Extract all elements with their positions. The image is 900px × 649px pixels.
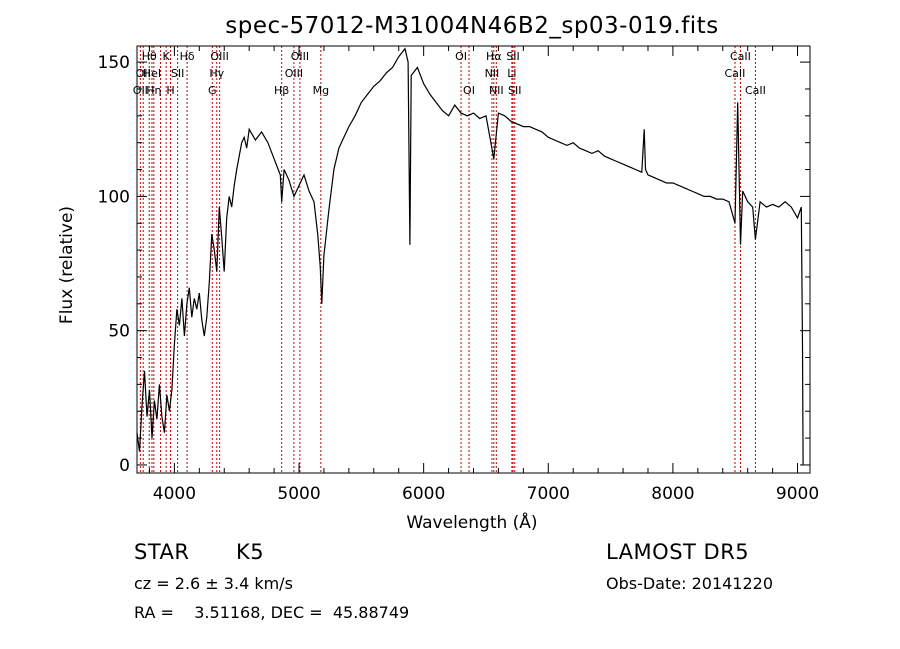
spectral-line-label: Hθ: [142, 50, 157, 63]
survey-name: LAMOST DR5: [606, 540, 750, 564]
x-tick-label: 8000: [651, 484, 694, 504]
spectral-line-label: SII: [506, 50, 519, 63]
x-axis-label: Wavelength (Å): [406, 511, 537, 533]
spectral-line-label: Hη: [146, 84, 161, 97]
spectral-line-label: Li: [507, 67, 516, 80]
spectral-line-label: NII: [485, 67, 500, 80]
spectral-line-labels: OIIOIIHθHeIHηKHSIIHδGHγOIIIHβOIIIOIIIMgO…: [133, 50, 766, 97]
spectral-line-label: Mg: [313, 84, 329, 97]
redshift-value: cz = 2.6 ± 3.4 km/s: [134, 574, 293, 593]
spectral-line-label: OIII: [291, 50, 309, 63]
coordinates: RA = 3.51168, DEC = 45.88749: [134, 603, 410, 622]
spectral-line-label: OII: [136, 67, 151, 80]
y-tick-label: 150: [98, 53, 130, 73]
spectral-line-label: OI: [463, 84, 475, 97]
observation-date: Obs-Date: 20141220: [606, 574, 774, 593]
spectral-line-label: CaII: [725, 67, 746, 80]
y-tick-label: 50: [108, 322, 130, 342]
spectral-line-label: SII: [508, 84, 521, 97]
object-class: STAR: [134, 540, 190, 564]
y-axis-label: Flux (relative): [57, 206, 77, 324]
y-axis-ticks: 0 50 100 150: [98, 53, 810, 476]
spectral-line-label: NII: [489, 84, 504, 97]
x-tick-label: 9000: [776, 484, 819, 504]
spectral-line-label: Hδ: [180, 50, 195, 63]
chart-title: spec-57012-M31004N46B2_sp03-019.fits: [225, 13, 718, 39]
x-axis-ticks: 4000 5000 6000 7000 8000 9000: [148, 46, 819, 504]
x-tick-label: 6000: [402, 484, 445, 504]
spectral-line-label: OI: [455, 50, 467, 63]
spectrum-series-line: [136, 47, 804, 465]
spectral-line-label: Hα: [486, 50, 502, 63]
spectral-line-label: H: [166, 84, 174, 97]
spectral-line-label: OIII: [210, 50, 228, 63]
plot-frame: [136, 45, 811, 474]
spectral-line-label: CaII: [730, 50, 751, 63]
x-tick-label: 5000: [277, 484, 320, 504]
spectral-line-label: G: [208, 84, 217, 97]
x-tick-label: 4000: [153, 484, 196, 504]
spectral-line-label: HeI: [143, 67, 161, 80]
spectral-line-label: OIII: [285, 67, 303, 80]
object-subclass: K5: [236, 540, 265, 564]
spectral-line-label: Hγ: [209, 67, 224, 80]
spectral-line-label: CaII: [745, 84, 766, 97]
y-tick-label: 0: [119, 456, 130, 476]
spectral-line-markers: [139, 46, 756, 473]
spectral-line-label: K: [163, 50, 171, 63]
y-tick-label: 100: [98, 187, 130, 207]
spectral-line-label: Hβ: [274, 84, 289, 97]
spectral-line-label: SII: [171, 67, 184, 80]
x-tick-label: 7000: [527, 484, 570, 504]
